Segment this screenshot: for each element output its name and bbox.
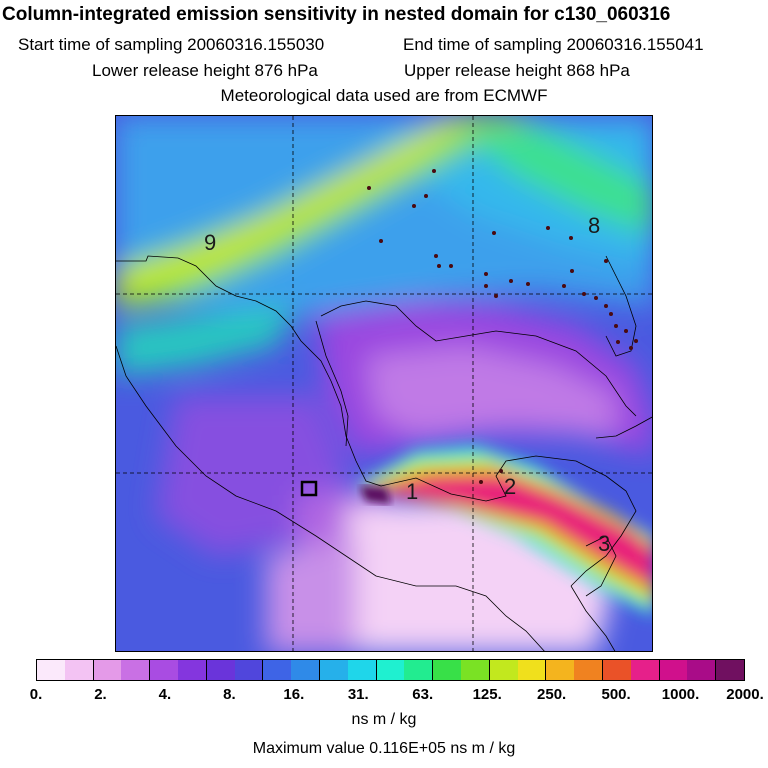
met-data-source: Meteorological data used are from ECMWF xyxy=(220,86,548,105)
color-scale-unit: ns m / kg xyxy=(351,711,417,728)
color-scale-swatch xyxy=(546,660,575,680)
plot-title: Column-integrated emission sensitivity i… xyxy=(2,4,671,25)
maximum-value: Maximum value 0.116E+05 ns m / kg xyxy=(252,740,516,757)
color-scale-swatch xyxy=(64,660,94,680)
color-scale-ticks: 0. 2. 4. 8. 16. 31. 63. 125. 250. 500. 1000. 2000. xyxy=(0,686,768,704)
color-scale-swatch xyxy=(93,660,122,680)
emission-plume xyxy=(356,446,652,615)
end-time: End time of sampling 20060316.155041 xyxy=(403,35,704,54)
sensitivity-map: 9 8 1 2 3 xyxy=(115,115,653,652)
color-scale-tick-label: 125. xyxy=(472,686,502,703)
color-scale-swatch xyxy=(404,660,434,680)
color-scale-tick-label: 500. xyxy=(601,686,631,703)
color-scale-tick-label: 2. xyxy=(94,686,107,703)
color-scale-swatch xyxy=(433,660,461,680)
color-scale-swatch xyxy=(687,660,717,680)
color-scale-swatch xyxy=(319,660,348,680)
color-scale-swatch xyxy=(574,660,603,680)
contour-label-3: 3 xyxy=(598,531,610,556)
contour-label-1: 1 xyxy=(406,479,418,504)
site-markers xyxy=(367,169,638,484)
color-scale-tick-label: 2000. xyxy=(726,686,764,703)
color-scale-tick-label: 250. xyxy=(537,686,567,703)
color-scale-tick-label: 63. xyxy=(412,686,434,703)
color-scale-swatch xyxy=(602,660,631,680)
color-scale-tick-label: 4. xyxy=(158,686,172,703)
color-scale-tick-label: 1000. xyxy=(661,686,700,703)
start-time: Start time of sampling 20060316.155030 xyxy=(18,35,325,54)
color-scale-tick-label: 0. xyxy=(29,686,43,703)
color-scale-bar xyxy=(36,659,745,681)
color-scale-tick-label: 8. xyxy=(223,686,236,703)
coastlines xyxy=(116,255,652,651)
contour-label-9: 9 xyxy=(204,230,216,255)
color-scale-swatch xyxy=(347,660,377,680)
contour-label-8: 8 xyxy=(588,213,600,238)
color-scale-swatch xyxy=(37,660,65,680)
color-scale-tick-label: 16. xyxy=(283,686,305,703)
color-scale-swatch xyxy=(517,660,547,680)
color-scale-swatch xyxy=(659,660,688,680)
lower-release-height: Lower release height 876 hPa xyxy=(92,61,318,80)
color-scale-swatch xyxy=(716,660,744,680)
map-canvas: 9 8 1 2 3 xyxy=(116,116,652,651)
color-scale-swatch xyxy=(291,660,320,680)
color-scale-tick-label: 31. xyxy=(347,686,369,703)
color-scale-swatch xyxy=(376,660,405,680)
color-scale-swatch xyxy=(121,660,151,680)
color-scale-swatch xyxy=(460,660,490,680)
graticule xyxy=(116,116,652,651)
release-location-box xyxy=(300,480,318,497)
color-scale-swatch xyxy=(206,660,235,680)
color-scale-swatch xyxy=(150,660,178,680)
upper-release-height: Upper release height 868 hPa xyxy=(404,61,630,80)
color-scale-swatch xyxy=(630,660,660,680)
color-scale-swatch xyxy=(234,660,264,680)
contour-label-2: 2 xyxy=(504,474,516,499)
color-scale-swatch xyxy=(489,660,518,680)
color-scale-swatch xyxy=(177,660,207,680)
color-scale-swatch xyxy=(263,660,292,680)
